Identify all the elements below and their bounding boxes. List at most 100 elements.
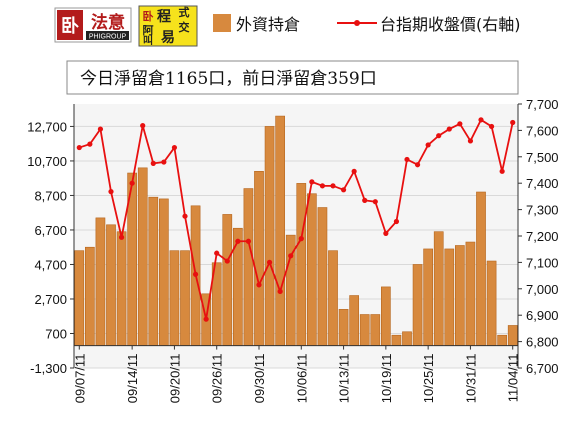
point-10-28-11 xyxy=(457,121,463,127)
plot-area xyxy=(74,104,518,368)
bar-10-03-11 xyxy=(264,126,275,346)
point-10-07-11 xyxy=(309,179,315,185)
point-10-26-11 xyxy=(436,133,442,139)
bar-10-17-11 xyxy=(359,314,370,346)
point-09-09-11 xyxy=(97,126,104,132)
right-tick-label-7: 7,000 xyxy=(526,282,559,297)
bar-09-19-11 xyxy=(159,198,169,346)
point-10-04-11 xyxy=(277,288,283,295)
point-09-22-11 xyxy=(192,271,199,277)
point-09-15-11 xyxy=(140,123,146,129)
logo-left-subtext: PHIGROUP xyxy=(89,34,127,41)
right-tick-label-10: 6,700 xyxy=(526,361,559,376)
bar-09-16-11 xyxy=(148,196,159,346)
right-tick-label-4: 7,300 xyxy=(526,203,559,218)
bar-10-07-11 xyxy=(307,193,317,346)
point-10-03-11 xyxy=(266,259,273,265)
bar-10-18-11 xyxy=(370,314,381,346)
logo-right-char-4: 阿 xyxy=(143,23,154,37)
bar-10-12-11 xyxy=(328,250,338,346)
legend: 外資持倉 台指期收盤價(右軸) xyxy=(213,14,521,34)
bar-09-15-11 xyxy=(137,167,148,346)
bar-10-13-11 xyxy=(338,309,349,346)
point-11-03-11 xyxy=(499,168,505,174)
bar-10-11-11 xyxy=(317,207,328,346)
bar-09-30-11 xyxy=(254,170,264,346)
point-09-20-11 xyxy=(171,144,178,151)
logo-right-glyph: 卧 xyxy=(143,10,154,23)
x-tick-label-3: 09/26/11 xyxy=(210,354,225,404)
point-10-06-11 xyxy=(298,236,304,242)
logo-right-char-3: 交 xyxy=(179,20,190,34)
x-tick-label-7: 10/19/11 xyxy=(379,354,394,404)
logo-right-char-5: 叫 xyxy=(143,34,153,47)
point-09-26-11 xyxy=(214,250,220,256)
point-11-04-11 xyxy=(510,119,516,126)
x-tick-label-4: 09/30/11 xyxy=(252,354,267,404)
right-tick-label-2: 7,500 xyxy=(526,150,559,165)
legend-line-marker xyxy=(354,20,360,26)
point-09-27-11 xyxy=(224,258,230,264)
bar-10-24-11 xyxy=(412,264,423,346)
point-09-07-11 xyxy=(76,144,82,151)
point-09-29-11 xyxy=(245,238,252,244)
point-10-11-11 xyxy=(319,183,326,189)
x-tick-label-6: 10/13/11 xyxy=(337,354,352,404)
bar-10-20-11 xyxy=(391,334,402,346)
bar-09-12-11 xyxy=(106,224,116,346)
logo-right-char-6: 易 xyxy=(161,30,175,46)
x-tick-label-0: 09/07/11 xyxy=(72,354,87,404)
point-09-13-11 xyxy=(118,234,125,240)
x-tick-label-1: 09/14/11 xyxy=(125,354,140,404)
right-tick-label-9: 6,800 xyxy=(526,335,559,350)
right-tick-label-5: 7,200 xyxy=(526,229,559,244)
right-tick-label-6: 7,100 xyxy=(526,255,559,270)
bar-09-07-11 xyxy=(74,250,85,346)
point-09-30-11 xyxy=(256,282,262,288)
point-10-27-11 xyxy=(446,126,452,132)
left-tick-label-4: 4,700 xyxy=(34,257,67,272)
point-09-08-11 xyxy=(87,141,93,147)
x-tick-label-5: 10/06/11 xyxy=(294,354,309,404)
bar-11-03-11 xyxy=(497,334,507,346)
legend-line-label: 台指期收盤價(右軸) xyxy=(380,15,521,34)
left-tick-label-7: -1,300 xyxy=(30,361,67,376)
left-tick-label-1: 10,700 xyxy=(27,154,67,169)
x-tick-label-2: 09/20/11 xyxy=(167,354,182,404)
point-10-05-11 xyxy=(288,253,294,259)
point-10-14-11 xyxy=(351,168,357,174)
bar-10-26-11 xyxy=(433,231,444,346)
bar-09-27-11 xyxy=(222,214,233,346)
right-tick-label-1: 7,600 xyxy=(526,123,559,138)
left-tick-label-0: 12,700 xyxy=(27,119,67,134)
legend-bar-label: 外資持倉 xyxy=(236,15,300,34)
left-tick-label-6: 700 xyxy=(45,326,67,341)
bar-11-04-11 xyxy=(507,325,518,346)
logo-right-char-2: 式 xyxy=(179,5,190,19)
point-09-23-11 xyxy=(203,316,209,322)
point-09-28-11 xyxy=(235,238,241,244)
left-tick-label-5: 2,700 xyxy=(34,292,67,307)
bar-09-13-11 xyxy=(116,231,127,346)
x-tick-label-8: 10/25/11 xyxy=(421,354,436,404)
right-tick-label-8: 6,900 xyxy=(526,308,559,323)
logo-left-glyph: 卧 xyxy=(61,16,79,37)
bar-09-09-11 xyxy=(95,217,106,346)
point-11-02-11 xyxy=(488,123,495,130)
right-tick-label-0: 7,700 xyxy=(526,97,559,112)
bar-09-29-11 xyxy=(243,188,254,346)
point-10-31-11 xyxy=(467,138,474,144)
point-11-01-11 xyxy=(478,117,484,123)
bar-10-19-11 xyxy=(381,286,391,346)
point-09-12-11 xyxy=(108,189,114,195)
bar-10-28-11 xyxy=(455,245,465,346)
bar-10-31-11 xyxy=(465,241,476,346)
bar-11-01-11 xyxy=(476,191,486,346)
bar-10-21-11 xyxy=(402,331,412,346)
left-tick-label-2: 8,700 xyxy=(34,188,67,203)
point-10-13-11 xyxy=(340,187,347,193)
program-trading-logo: 卧 程 式 交 阿 叫 易 xyxy=(138,5,198,47)
point-10-17-11 xyxy=(362,197,368,203)
right-tick-label-3: 7,400 xyxy=(526,176,559,191)
